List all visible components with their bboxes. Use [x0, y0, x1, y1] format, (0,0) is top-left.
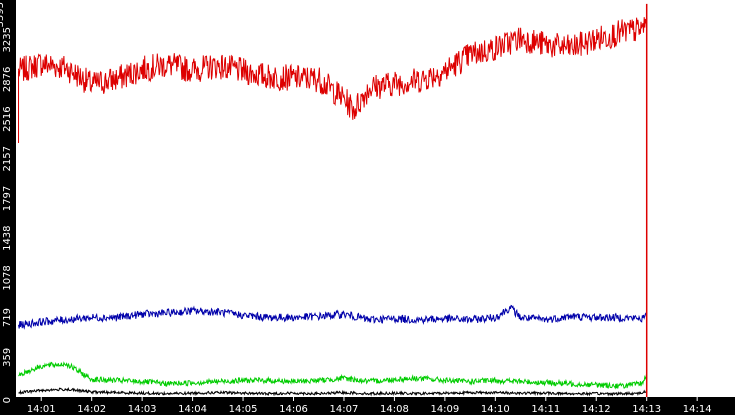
y-tick-label: 2157 — [2, 146, 13, 171]
series-line — [18, 361, 648, 390]
series-line — [18, 387, 648, 397]
x-axis: 14:01 14:02 14:03 14:04 14:05 14:06 14:07 14:08… — [27, 397, 712, 415]
y-tick-label: 1797 — [2, 186, 13, 211]
y-tick-label: 3235 — [2, 27, 13, 52]
x-tick-label: 14:12 — [582, 404, 611, 415]
y-tick-label: 0 — [2, 397, 13, 403]
x-tick-label: 14:11 — [531, 404, 560, 415]
y-tick-label: 719 — [2, 308, 13, 327]
x-tick-label: 14:02 — [77, 404, 106, 415]
x-tick-label: 14:06 — [279, 404, 308, 415]
x-tick-label: 14:04 — [178, 404, 207, 415]
x-tick-label: 14:14 — [683, 404, 712, 415]
y-tick-label: 1078 — [2, 265, 13, 290]
x-tick-label: 14:01 — [27, 404, 56, 415]
series-layer — [18, 3, 648, 397]
y-tick-label: 1438 — [2, 225, 13, 250]
x-tick-label: 14:13 — [632, 404, 661, 415]
y-tick-label: 2876 — [2, 67, 13, 92]
x-tick-label: 14:09 — [430, 404, 459, 415]
series-line — [18, 17, 648, 120]
plot-area — [16, 0, 735, 397]
x-tick-label: 14:10 — [481, 404, 510, 415]
y-tick-label: 2516 — [2, 106, 13, 131]
x-tick-label: 14:08 — [380, 404, 409, 415]
y-tick-label: 3595 — [0, 2, 6, 27]
x-tick-label: 14:07 — [330, 404, 359, 415]
x-tick-label: 14:05 — [229, 404, 258, 415]
y-tick-label: 359 — [2, 348, 13, 367]
series-line — [18, 304, 648, 330]
x-tick-label: 14:03 — [128, 404, 157, 415]
